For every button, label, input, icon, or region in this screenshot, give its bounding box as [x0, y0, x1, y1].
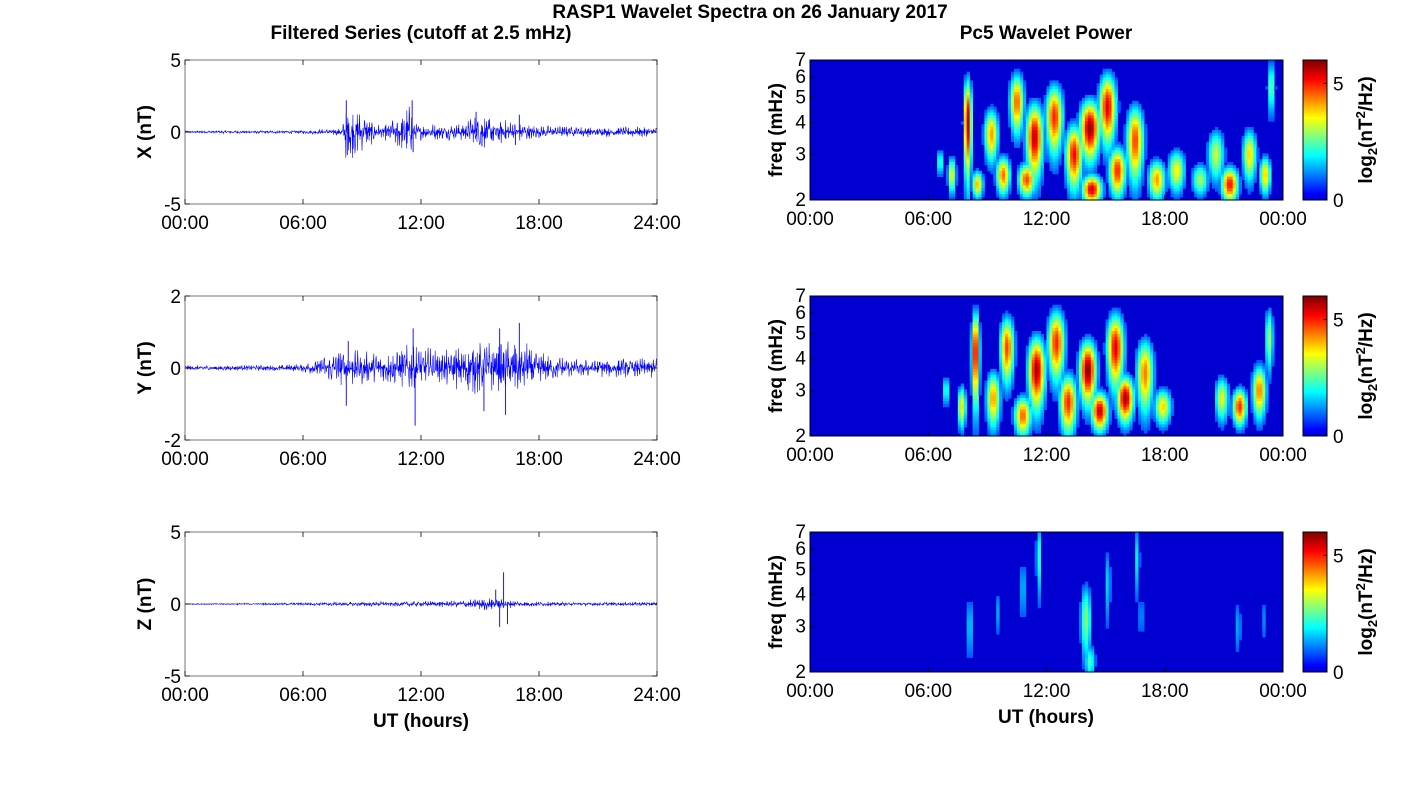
- x-series-trace: [184, 106, 658, 159]
- y-series-ytick-label: -2: [164, 431, 181, 452]
- y-spectrum-cells: [943, 304, 1275, 437]
- z-series-trace: [184, 598, 658, 610]
- y-spectrum-colorbar-tick-label: 0: [1333, 427, 1344, 448]
- z-series-ylabel: Z (nT): [135, 578, 156, 631]
- y-series-xtick-label: 00:00: [161, 449, 209, 470]
- z-series-xtick-label: 12:00: [397, 685, 445, 706]
- x-series-xtick-label: 24:00: [633, 213, 681, 234]
- y-spectrum-xtick-label: 00:00: [1259, 445, 1307, 466]
- y-series-xtick-label: 06:00: [279, 449, 327, 470]
- z-spectrum-colorbar-tick-label: 0: [1333, 663, 1344, 684]
- z-spectrum-ylabel: freq (mHz): [766, 555, 787, 649]
- x-spectrum-ytick-label: 4: [795, 113, 806, 134]
- x-series-xtick-label: 00:00: [161, 213, 209, 234]
- z-series-xtick-label: 18:00: [515, 685, 563, 706]
- z-spectrum-xtick-label: 00:00: [1259, 681, 1307, 702]
- z-series-ytick-label: 5: [170, 523, 181, 544]
- y-spectrum-xtick-label: 06:00: [904, 445, 952, 466]
- z-spectrum-xtick-label: 12:00: [1023, 681, 1071, 702]
- z-spectrum-colorbar-tick-label: 5: [1333, 546, 1344, 567]
- x-spectrum-ytick-label: 7: [795, 50, 806, 71]
- x-series-ytick-label: -5: [164, 195, 181, 216]
- x-spectrum-ytick-label: 3: [795, 145, 806, 166]
- x-spectrum-ylabel: freq (mHz): [766, 83, 787, 177]
- x-series-ytick-label: 5: [170, 51, 181, 72]
- y-spectrum-ytick-label: 3: [795, 381, 806, 402]
- x-series-xtick-label: 06:00: [279, 213, 327, 234]
- z-spectrum-ytick-label: 7: [795, 522, 806, 543]
- y-spectrum-ytick-label: 6: [795, 303, 806, 324]
- x-series-xtick-label: 18:00: [515, 213, 563, 234]
- z-spectrum-ytick-label: 5: [795, 560, 806, 581]
- y-spectrum-colorbar: 0 5 log2(nT2/Hz): [1302, 295, 1380, 448]
- x-spectrum-xtick-label: 00:00: [786, 209, 834, 230]
- y-spectrum-colorbar-label: log2(nT2/Hz): [1353, 312, 1380, 419]
- z-spectrum-colorbar: 0 5 log2(nT2/Hz): [1302, 531, 1380, 684]
- figure-title: RASP1 Wavelet Spectra on 26 January 2017: [552, 2, 947, 23]
- y-series-ylabel: Y (nT): [135, 341, 156, 394]
- x-spectrum-ytick-label: 2: [795, 190, 806, 211]
- left-x-axis-label: UT (hours): [373, 711, 469, 732]
- z-series-xtick-label: 00:00: [161, 685, 209, 706]
- y-spectrum-colorbar-tick-label: 5: [1333, 310, 1344, 331]
- z-spectrum-ytick-label: 4: [795, 585, 806, 606]
- y-spectrum-ytick-label: 4: [795, 349, 806, 370]
- x-spectrum-xtick-label: 18:00: [1141, 209, 1189, 230]
- z-series-ytick-label: -5: [164, 667, 181, 688]
- z-spectrum-cells: [966, 532, 1266, 673]
- x-spectrum-xtick-label: 12:00: [1023, 209, 1071, 230]
- z-spectrum-colorbar-frame: [1302, 531, 1328, 673]
- y-spectrum-xtick-label: 12:00: [1023, 445, 1071, 466]
- x-spectrum-colorbar-frame: [1302, 59, 1328, 201]
- left-column-title: Filtered Series (cutoff at 2.5 mHz): [271, 23, 572, 44]
- y-spectrum-xtick-label: 18:00: [1141, 445, 1189, 466]
- x-spectrum-colorbar-tick-label: 5: [1333, 74, 1344, 95]
- z-spectrum-xtick-label: 18:00: [1141, 681, 1189, 702]
- y-spectrum-xtick-label: 00:00: [786, 445, 834, 466]
- y-spectrum-ylabel: freq (mHz): [766, 319, 787, 413]
- z-spectrum-xtick-label: 00:00: [786, 681, 834, 702]
- x-spectrum-ytick-label: 5: [795, 88, 806, 109]
- x-series-xtick-label: 12:00: [397, 213, 445, 234]
- x-spectrum-cells: [937, 60, 1278, 201]
- z-spectrum-background: [810, 532, 1283, 672]
- z-spectrum-ytick-label: 3: [795, 617, 806, 638]
- z-series-panel: -5 0 5 00:00 06:00 12:00 18:00 24:00 Z (nT): [135, 523, 681, 706]
- y-series-panel: -2 0 2 00:00 06:00 12:00 18:00 24:00 Y (nT): [135, 287, 681, 470]
- y-spectrum-ytick-label: 7: [795, 286, 806, 307]
- y-spectrum-colorbar-frame: [1302, 295, 1328, 437]
- y-spectrum-ytick-label: 2: [795, 426, 806, 447]
- y-series-xtick-label: 24:00: [633, 449, 681, 470]
- x-series-ylabel: X (nT): [135, 105, 156, 159]
- y-series-xtick-label: 12:00: [397, 449, 445, 470]
- x-series-ytick-label: 0: [170, 123, 181, 144]
- right-column-title: Pc5 Wavelet Power: [960, 23, 1133, 44]
- z-spectrum-colorbar-label: log2(nT2/Hz): [1353, 548, 1380, 655]
- x-series-panel: -5 0 5 00:00 06:00 12:00 18:00 24:00 X (nT): [135, 51, 681, 234]
- y-series-trace: [184, 341, 658, 394]
- x-spectrum-xtick-label: 06:00: [904, 209, 952, 230]
- z-series-xtick-label: 24:00: [633, 685, 681, 706]
- y-series-xtick-label: 18:00: [515, 449, 563, 470]
- z-series-ytick-label: 0: [170, 595, 181, 616]
- x-spectrum-colorbar-label: log2(nT2/Hz): [1353, 76, 1380, 183]
- z-spectrum-xtick-label: 06:00: [904, 681, 952, 702]
- z-series-xtick-label: 06:00: [279, 685, 327, 706]
- z-spectrum-ytick-label: 6: [795, 539, 806, 560]
- x-spectrum-colorbar-tick-label: 0: [1333, 191, 1344, 212]
- x-spectrum-colorbar: 0 5 log2(nT2/Hz): [1302, 59, 1380, 212]
- y-series-ytick-label: 2: [170, 287, 181, 308]
- y-series-ytick-label: 0: [170, 359, 181, 380]
- x-spectrum-ytick-label: 6: [795, 67, 806, 88]
- y-spectrum-ytick-label: 5: [795, 324, 806, 345]
- right-x-axis-label: UT (hours): [998, 707, 1094, 728]
- x-spectrum-xtick-label: 00:00: [1259, 209, 1307, 230]
- z-spectrum-ytick-label: 2: [795, 662, 806, 683]
